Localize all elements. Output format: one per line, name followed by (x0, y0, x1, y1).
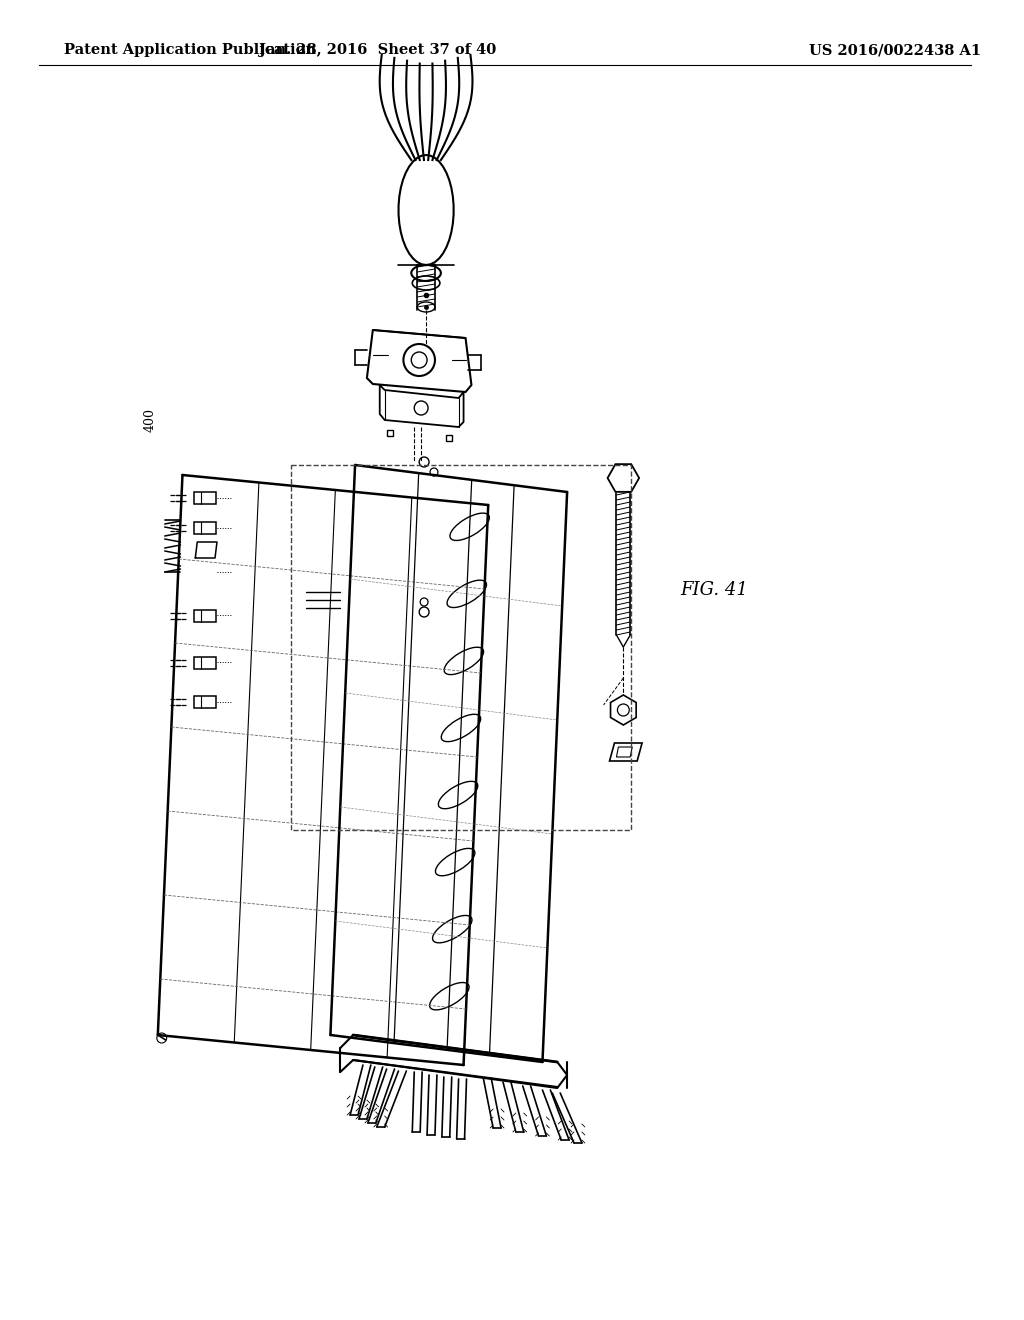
Text: Patent Application Publication: Patent Application Publication (65, 44, 316, 57)
Bar (195, 696, 216, 708)
Text: Jan. 28, 2016  Sheet 37 of 40: Jan. 28, 2016 Sheet 37 of 40 (259, 44, 497, 57)
Bar (195, 521, 216, 535)
Ellipse shape (419, 607, 429, 616)
Text: US 2016/0022438 A1: US 2016/0022438 A1 (809, 44, 981, 57)
Text: FIG. 41: FIG. 41 (681, 581, 749, 599)
Bar (195, 492, 216, 504)
Ellipse shape (419, 457, 429, 467)
Bar (195, 610, 216, 622)
Text: 400: 400 (143, 408, 157, 432)
Bar (195, 657, 216, 669)
